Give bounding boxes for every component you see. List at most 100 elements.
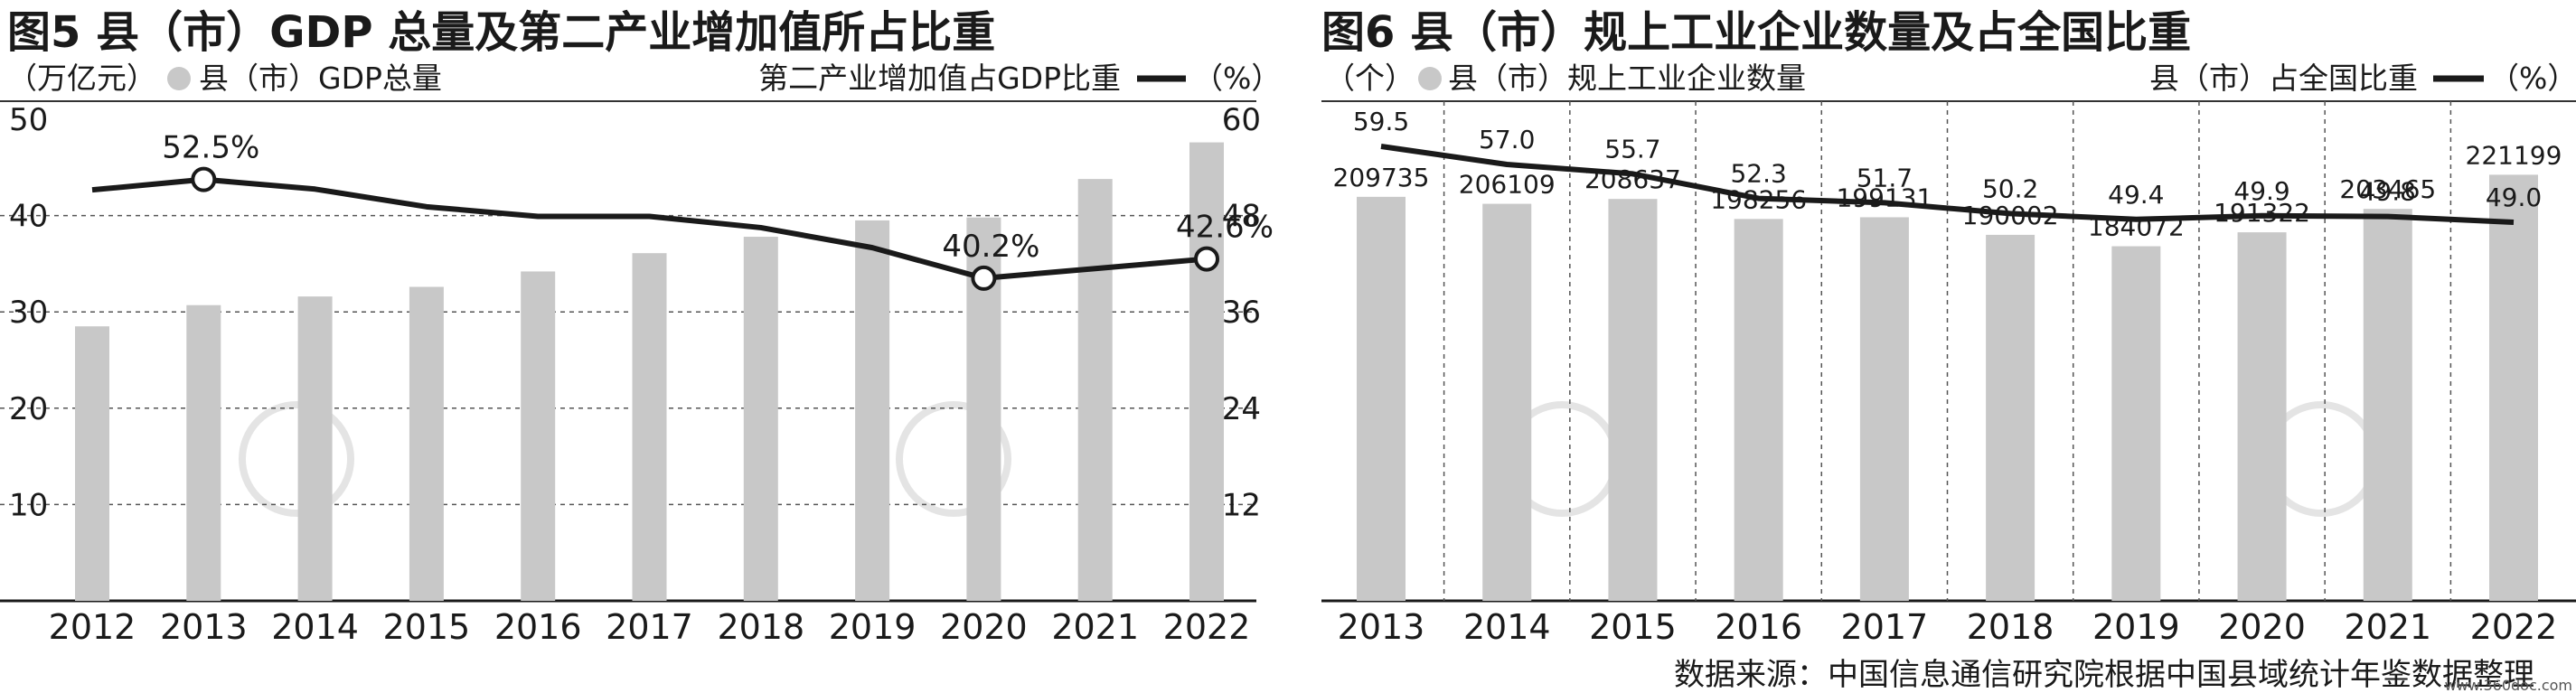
chart1-bars <box>75 142 1224 602</box>
chart2-line-value-label: 57.0 <box>1479 125 1535 155</box>
chart1-bar <box>186 304 221 601</box>
chart1-bar <box>409 286 444 601</box>
chart2-bars <box>1357 174 2538 602</box>
source-note: 数据来源：中国信息通信研究院根据中国县域统计年鉴数据整理 <box>1674 657 2534 693</box>
chart2-bar-value-label: 221199 <box>2466 140 2562 170</box>
chart2-line-value-label: 49.8 <box>2360 177 2416 207</box>
chart1-bar <box>1189 142 1224 602</box>
chart1-bar <box>521 271 556 601</box>
chart2-x-tick-label: 2020 <box>2218 607 2306 647</box>
chart1-left-tick-label: 30 <box>9 295 48 331</box>
chart2-x-tick-label: 2015 <box>1589 607 1677 647</box>
chart1-ticks: 10 20 30 40 50 12 24 36 48 60 2012 2013 2014 2015 2016… <box>9 102 1261 647</box>
chart1-bar-legend: 县（市）GDP总量 <box>199 61 442 96</box>
chart1-bar <box>1077 179 1113 602</box>
chart2-bar-legend: 县（市）规上工业企业数量 <box>1448 61 1806 96</box>
chart2-bar <box>2363 209 2412 601</box>
chart1-left-tick-label: 10 <box>9 487 48 523</box>
chart1-title: 图5 县（市）GDP 总量及第二产业增加值所占比重 <box>7 7 995 58</box>
chart1-point-label: 52.5% <box>162 130 259 166</box>
chart2-bar <box>2111 246 2161 601</box>
chart1-point-marker <box>971 265 997 291</box>
chart2-bar-value-label: 203465 <box>2339 174 2436 204</box>
chart2-bar-value-label: 199131 <box>1836 183 1932 212</box>
chart2-bar-value-label: 184072 <box>2088 212 2185 242</box>
chart2-bar-value-label: 208637 <box>1584 164 1681 194</box>
watermark-text: www.360doc.com <box>2445 677 2572 693</box>
chart2-x-tick-label: 2018 <box>1967 607 2054 647</box>
chart1-bar <box>297 296 333 601</box>
chart2-x-tick-label: 2013 <box>1338 607 1425 647</box>
chart2-title: 图6 县（市）规上工业企业数量及占全国比重 <box>1321 7 2191 58</box>
chart2-bar <box>2489 174 2538 601</box>
chart1-x-tick-label: 2018 <box>717 607 804 647</box>
chart1-point-label: 40.2% <box>942 229 1039 265</box>
chart2-bar-value-label: 191322 <box>2214 198 2310 228</box>
chart2-bar <box>1986 234 2035 601</box>
chart1-x-tick-label: 2012 <box>49 607 136 647</box>
chart2-bar <box>1482 203 1532 601</box>
chart1-point-marker <box>1194 246 1219 272</box>
chart2-right-legend: 县（市）占全国比重 <box>2149 61 2418 96</box>
chart1-left-tick-label: 20 <box>9 391 48 427</box>
chart2-line-value-label: 55.7 <box>1604 134 1660 164</box>
chart1-line-legend-unit: （%） <box>1193 61 1281 96</box>
chart2-bar-value-label: 209735 <box>1333 163 1430 192</box>
chart2-x-tick-label: 2019 <box>2092 607 2180 647</box>
chart2-line: 59.5 57.0 55.7 52.3 51.7 50.2 49.4 49.9 49.8 49.0 <box>1353 107 2542 225</box>
chart1-bar-legend-marker <box>167 67 191 90</box>
chart1-right-legend: 第二产业增加值占GDP比重 <box>758 61 1121 96</box>
chart2-line-value-label: 49.0 <box>2486 183 2542 212</box>
chart1-x-tick-label: 2013 <box>160 607 248 647</box>
chart1-x-tick-label: 2016 <box>494 607 582 647</box>
chart2-line-value-label: 59.5 <box>1353 107 1409 136</box>
chart1-line: 52.5% 40.2% 42.6% <box>91 130 1274 291</box>
chart2-bar <box>1859 217 1909 602</box>
chart2-x-tick-label: 2017 <box>1841 607 1929 647</box>
chart1-x-tick-label: 2014 <box>271 607 359 647</box>
chart2-bar <box>1357 196 1406 602</box>
chart1-left-tick-label: 40 <box>9 199 48 235</box>
chart2-left-legend: （个） <box>1325 61 1415 96</box>
chart1-right-tick-label: 60 <box>1222 102 1261 138</box>
chart1-x-tick-label: 2015 <box>383 607 471 647</box>
chart1-x-tick-label: 2022 <box>1163 607 1251 647</box>
chart1-point-marker <box>191 166 217 192</box>
chart1-x-tick-label: 2020 <box>940 607 1028 647</box>
chart1-right-tick-label: 36 <box>1222 295 1261 331</box>
chart1-bar <box>743 237 778 601</box>
chart1-x-tick-label: 2017 <box>606 607 693 647</box>
chart1-bar <box>632 253 667 601</box>
chart1-x-tick-label: 2019 <box>829 607 917 647</box>
chart2-x-tick-label: 2022 <box>2470 607 2558 647</box>
chart1-left-legend: （万亿元） <box>7 61 156 96</box>
chart2-bar-value-label: 206109 <box>1459 170 1556 200</box>
chart2-line-value-label: 49.9 <box>2233 176 2289 206</box>
chart1-right-tick-label: 24 <box>1222 391 1261 427</box>
chart2-x-tick-label: 2014 <box>1463 607 1551 647</box>
chart2-bar <box>1608 199 1658 601</box>
chart1-right-tick-label: 12 <box>1222 487 1261 523</box>
chart2-line-value-label: 52.3 <box>1730 159 1786 189</box>
chart1-bar <box>75 326 109 601</box>
chart1-point-label: 42.6% <box>1176 210 1274 246</box>
chart2-series-line <box>1380 144 2515 225</box>
chart2-bar <box>1734 219 1783 601</box>
chart2-bar <box>2237 232 2287 601</box>
chart2-x-tick-label: 2021 <box>2344 607 2431 647</box>
chart2-bar-value-label: 198256 <box>1710 184 1807 214</box>
chart2-bar-legend-marker <box>1418 67 1442 90</box>
chart1-left-tick-label: 50 <box>9 102 48 138</box>
chart2-line-value-label: 50.2 <box>1982 173 2038 203</box>
chart2-x-tick-label: 2016 <box>1715 607 1802 647</box>
chart2-ticks: 209735 2013 206109 2014 208637 2015 198256 2016… <box>1333 140 2562 647</box>
chart1-right-tick-label: 48 <box>1222 199 1261 235</box>
chart2-line-value-label: 49.4 <box>2108 180 2164 210</box>
chart1-bar <box>855 220 890 601</box>
chart1-x-tick-label: 2021 <box>1051 607 1139 647</box>
chart1-series-line <box>91 176 1208 281</box>
chart2-bar-value-label: 190002 <box>1962 201 2059 230</box>
chart2-line-legend-unit: （%） <box>2489 61 2576 96</box>
chart2-line-value-label: 51.7 <box>1857 163 1913 192</box>
